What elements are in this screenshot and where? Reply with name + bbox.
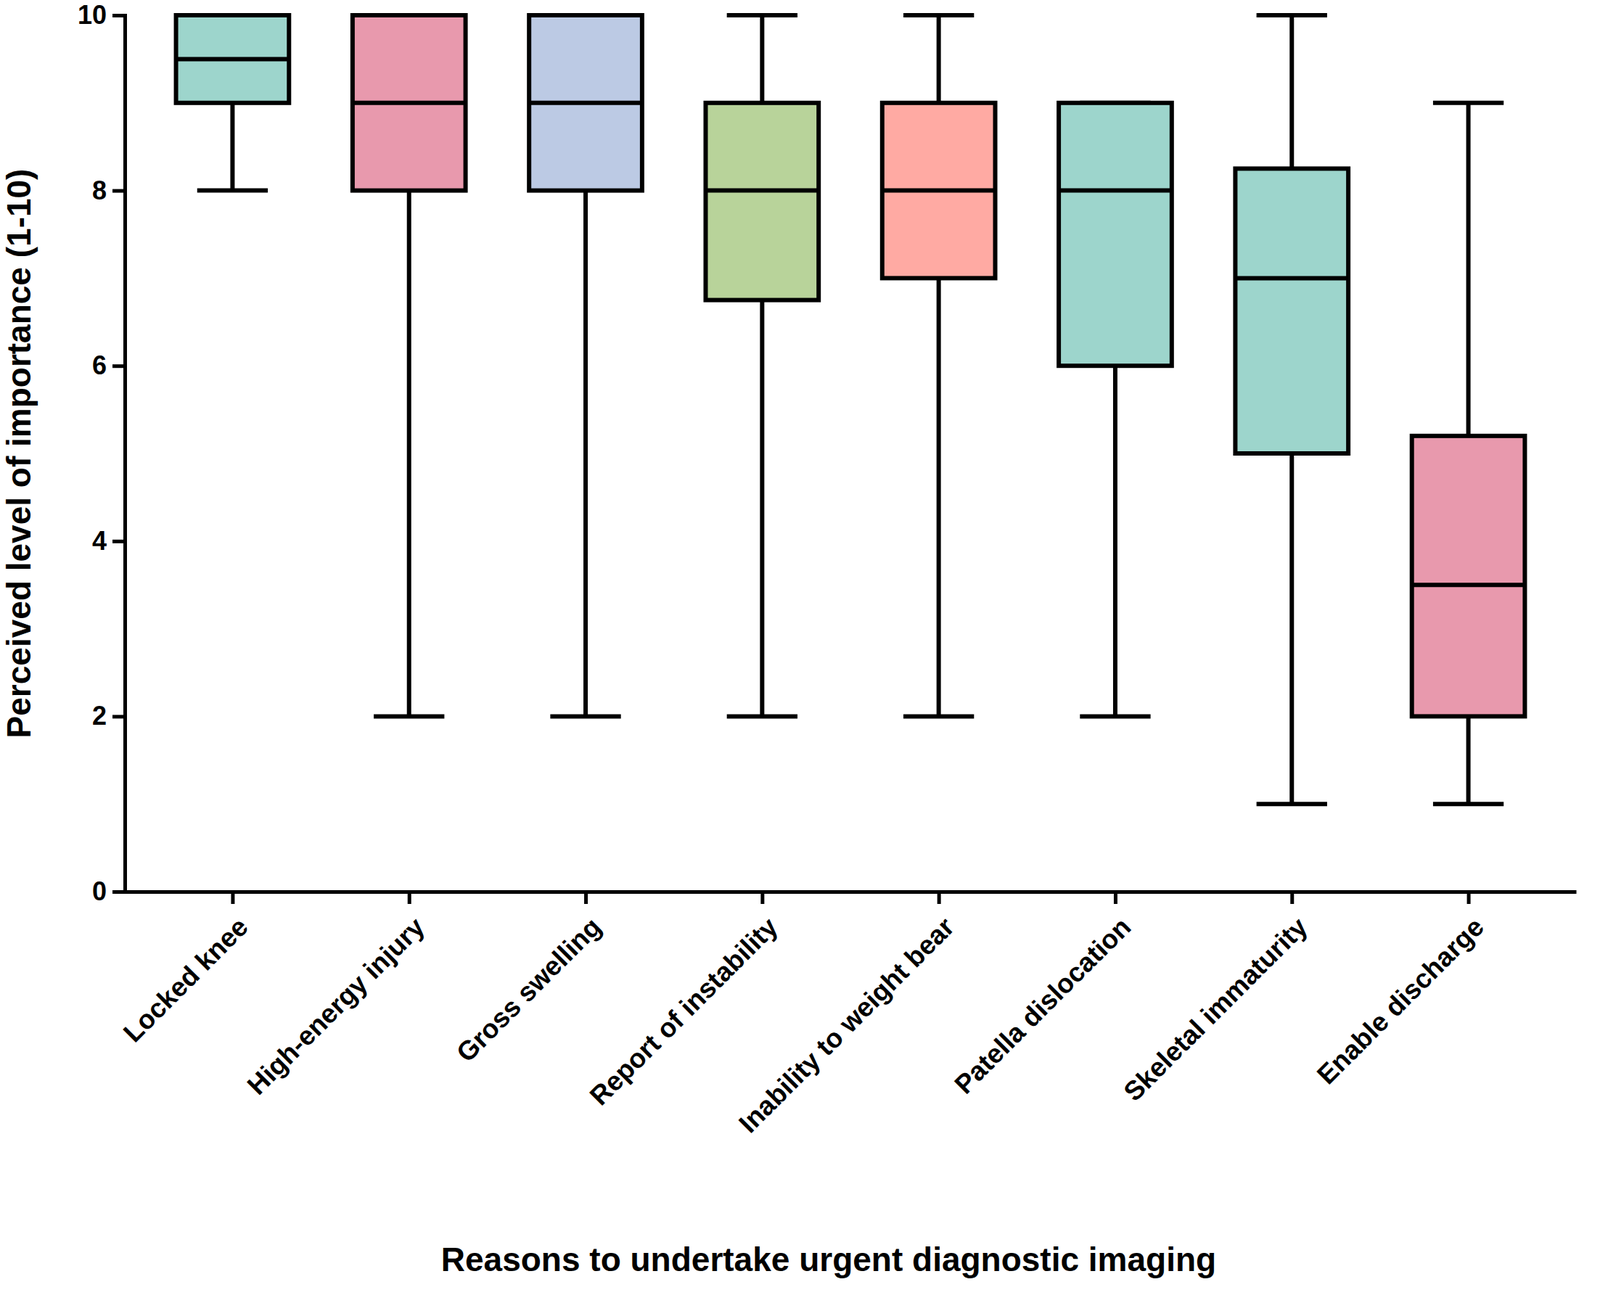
category-label: Patella dislocation xyxy=(949,912,1138,1101)
tick-mark xyxy=(112,13,125,18)
box-plot xyxy=(1235,15,1349,804)
tick: 4 xyxy=(92,526,125,556)
median-line xyxy=(1235,275,1349,281)
box-plot xyxy=(1058,103,1172,717)
whisker xyxy=(583,190,588,717)
median-line xyxy=(176,56,290,61)
tick: 6 xyxy=(92,350,125,381)
whisker-cap xyxy=(1433,100,1504,106)
whisker-cap xyxy=(373,714,445,719)
box xyxy=(1235,168,1349,454)
tick-label: 10 xyxy=(77,0,107,30)
category-label: Locked knee xyxy=(117,912,254,1048)
box-plot xyxy=(176,15,290,191)
tick: 0 xyxy=(92,876,125,907)
box-plot xyxy=(352,15,466,717)
box xyxy=(1412,436,1526,717)
tick: 10 xyxy=(77,0,125,30)
tick: Patella dislocation xyxy=(949,891,1138,1101)
tick-mark xyxy=(1290,891,1294,905)
axis-line xyxy=(112,15,126,893)
tick-mark xyxy=(1467,891,1471,905)
tick: Locked knee xyxy=(117,891,254,1048)
whisker-cap xyxy=(1256,13,1328,18)
whisker-cap xyxy=(197,188,268,194)
median-line xyxy=(528,100,643,106)
plot-area xyxy=(176,15,1526,804)
box xyxy=(1058,103,1172,366)
whisker xyxy=(1466,103,1471,437)
tick-mark xyxy=(112,890,125,894)
y-axis-title: Perceived level of importance (1-10) xyxy=(0,169,38,739)
category-label: Inability to weight bear xyxy=(733,912,960,1139)
category-label: Gross swelling xyxy=(450,912,607,1069)
whisker xyxy=(759,300,765,717)
box xyxy=(882,103,996,279)
box-plot xyxy=(1412,103,1526,804)
tick: 8 xyxy=(92,175,125,206)
whisker xyxy=(1466,716,1471,804)
tick: High-energy injury xyxy=(241,891,431,1101)
whisker xyxy=(1289,453,1294,804)
tick-mark xyxy=(760,891,765,905)
x-axis: Locked kneeHigh-energy injuryGross swell… xyxy=(117,891,1577,1139)
box-plot xyxy=(882,15,996,717)
tick: Enable discharge xyxy=(1311,891,1490,1090)
category-label: Skeletal immaturity xyxy=(1118,912,1314,1108)
tick: 2 xyxy=(92,700,125,731)
whisker xyxy=(407,190,412,717)
box xyxy=(352,15,466,191)
tick: Inability to weight bear xyxy=(733,891,960,1139)
tick-mark xyxy=(112,539,125,544)
whisker xyxy=(1289,15,1294,169)
tick-mark xyxy=(112,714,125,719)
tick: Report of instability xyxy=(584,891,784,1111)
whisker xyxy=(230,103,235,191)
category-label: Report of instability xyxy=(584,912,784,1112)
tick: Gross swelling xyxy=(450,891,607,1069)
tick-mark xyxy=(937,891,942,905)
whisker-cap xyxy=(1433,801,1504,807)
tick-mark xyxy=(112,189,125,194)
median-line xyxy=(352,100,466,106)
median-line xyxy=(882,188,996,194)
whisker xyxy=(1113,365,1118,717)
axis-line xyxy=(125,890,1577,894)
tick-mark xyxy=(584,891,588,905)
whisker-cap xyxy=(1256,801,1328,807)
box-plot xyxy=(705,15,819,717)
tick-mark xyxy=(1113,891,1118,905)
box xyxy=(528,15,643,191)
category-label: Enable discharge xyxy=(1311,912,1490,1091)
whisker-cap xyxy=(727,714,798,719)
median-line xyxy=(705,188,819,194)
tick-mark xyxy=(112,364,125,368)
box xyxy=(705,103,819,301)
median-line xyxy=(1058,188,1172,194)
tick-label: 6 xyxy=(92,350,107,381)
whisker xyxy=(759,15,765,104)
median-line xyxy=(1412,582,1526,588)
whisker xyxy=(936,15,942,104)
x-axis-title: Reasons to undertake urgent diagnostic i… xyxy=(441,1240,1217,1279)
chart: 0 2 4 6 8 10 Locked kneeHigh-energy injuryGros… xyxy=(0,0,1600,1295)
tick-label: 0 xyxy=(92,876,107,907)
whisker-cap xyxy=(727,13,798,18)
tick: Skeletal immaturity xyxy=(1118,891,1314,1108)
y-axis: 0 2 4 6 8 10 xyxy=(77,0,126,907)
whisker-cap xyxy=(1079,714,1151,719)
whisker-cap xyxy=(550,714,621,719)
whisker-cap xyxy=(903,13,974,18)
tick-label: 4 xyxy=(92,526,107,556)
whisker xyxy=(936,277,942,717)
box-plot xyxy=(528,15,643,717)
box xyxy=(176,15,290,104)
tick-mark xyxy=(230,891,235,905)
tick-label: 8 xyxy=(92,175,107,206)
whisker-cap xyxy=(903,714,974,719)
tick-label: 2 xyxy=(92,700,107,731)
tick-mark xyxy=(407,891,412,905)
category-label: High-energy injury xyxy=(241,912,431,1101)
